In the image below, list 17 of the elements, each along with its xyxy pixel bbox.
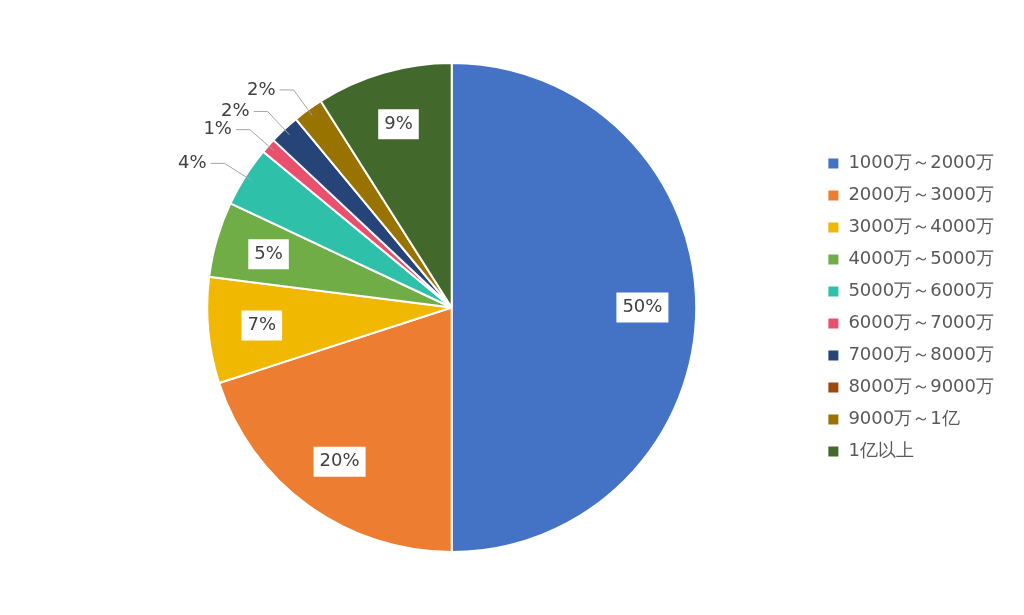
- data-label: 5%: [254, 241, 283, 263]
- legend-label: 4000万～5000万: [848, 247, 995, 269]
- legend-label: 3000万～4000万: [848, 215, 995, 237]
- data-label: 9%: [384, 112, 413, 134]
- legend-label: 2000万～3000万: [848, 183, 995, 205]
- legend-label: 5000万～6000万: [848, 279, 995, 301]
- legend-label: 1亿以上: [848, 439, 914, 461]
- data-label: 2%: [247, 77, 276, 99]
- data-label: 20%: [319, 449, 360, 471]
- legend-label: 9000万～1亿: [848, 407, 960, 429]
- legend-label: 1000万～2000万: [848, 151, 995, 173]
- legend-label: 7000万～8000万: [848, 343, 995, 365]
- data-label: 4%: [178, 151, 207, 173]
- legend-label: 8000万～9000万: [848, 375, 995, 397]
- data-label: 7%: [247, 313, 277, 335]
- data-label: 50%: [622, 295, 663, 317]
- legend-label: 6000万～7000万: [848, 311, 995, 333]
